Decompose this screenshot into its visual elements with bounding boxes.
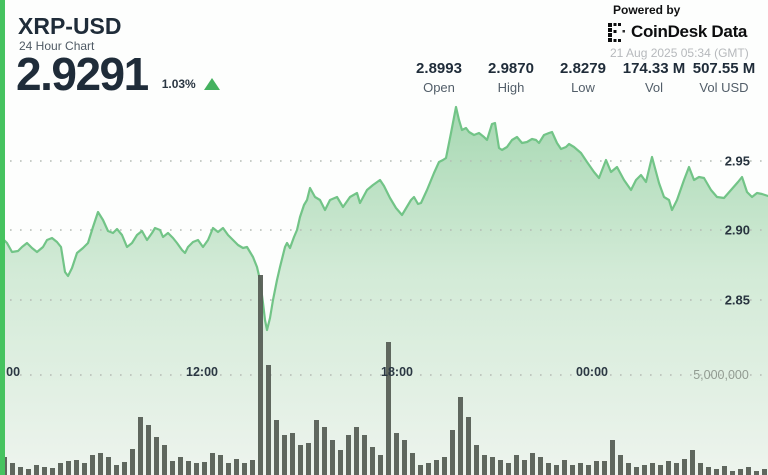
x-axis-label-0000: 00:00 [576,365,608,379]
coindesk-logo-icon [608,22,625,42]
stat-label: Open [423,80,455,95]
coindesk-logo[interactable]: CoinDesk Data [608,22,749,42]
price-change-wrap: 1.03% [162,77,220,91]
powered-by-label: Powered by [613,3,681,17]
y-axis-label-2-95: 2.95 [724,153,750,169]
stat-label: Vol USD [699,80,749,95]
stat-value: 507.55 M [692,60,756,77]
stat-value: 2.8993 [416,60,462,77]
coindesk-logo-text: CoinDesk Data [631,22,748,41]
stat-open: 2.8993 Open [416,60,462,95]
stat-value: 174.33 M [622,60,686,77]
price-row: 2.9291 1.03% [16,51,220,97]
y-axis-label-2-85: 2.85 [724,292,750,308]
up-triangle-icon [203,78,220,90]
symbol-title: XRP-USD [18,13,122,39]
stat-vol-usd: 507.55 M Vol USD [693,60,756,95]
stat-vol: 174.33 M Vol [623,60,686,95]
y-axis-label-2-90: 2.90 [724,222,750,238]
price-change: 1.03% [161,77,196,91]
volume-axis-label: 5,000,000 [693,368,749,382]
accent-stripe [0,0,5,475]
x-axis-label-0600: :00 [2,365,21,379]
stat-label: Low [571,80,595,95]
timestamp: 21 Aug 2025 05:34 (GMT) [610,46,749,60]
stat-value: 2.9870 [488,60,534,77]
stat-label: Vol [644,80,664,95]
x-axis-label-1800: 18:00 [381,365,413,379]
stat-label: High [497,80,525,95]
stat-value: 2.8279 [560,60,606,77]
stat-low: 2.8279 Low [560,60,606,95]
stat-high: 2.9870 High [488,60,534,95]
brand-block: Powered by CoinDesk Data 21 Aug 2025 05:… [608,3,749,60]
x-axis-label-1200: 12:00 [186,365,218,379]
chart-subtitle: 24 Hour Chart [19,39,95,53]
last-price: 2.9291 [16,48,149,100]
